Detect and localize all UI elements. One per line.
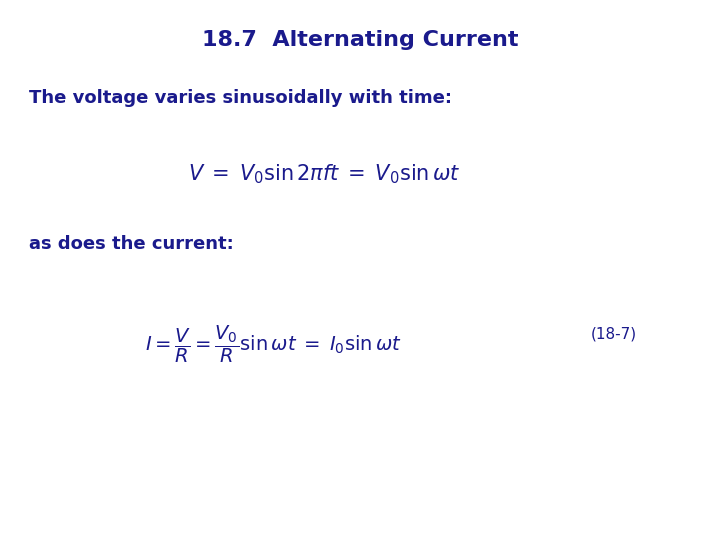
Text: as does the current:: as does the current: bbox=[29, 235, 233, 253]
Text: (18-7): (18-7) bbox=[590, 327, 636, 342]
Text: $V\;=\;V_0 \sin 2\pi ft\;=\;V_0 \sin \omega t$: $V\;=\;V_0 \sin 2\pi ft\;=\;V_0 \sin \om… bbox=[188, 162, 460, 186]
Text: $I = \dfrac{V}{R} = \dfrac{V_0}{R} \sin \omega t\;=\;I_0 \sin \omega t$: $I = \dfrac{V}{R} = \dfrac{V_0}{R} \sin … bbox=[145, 324, 402, 366]
Text: The voltage varies sinusoidally with time:: The voltage varies sinusoidally with tim… bbox=[29, 89, 452, 107]
Text: 18.7  Alternating Current: 18.7 Alternating Current bbox=[202, 30, 518, 50]
